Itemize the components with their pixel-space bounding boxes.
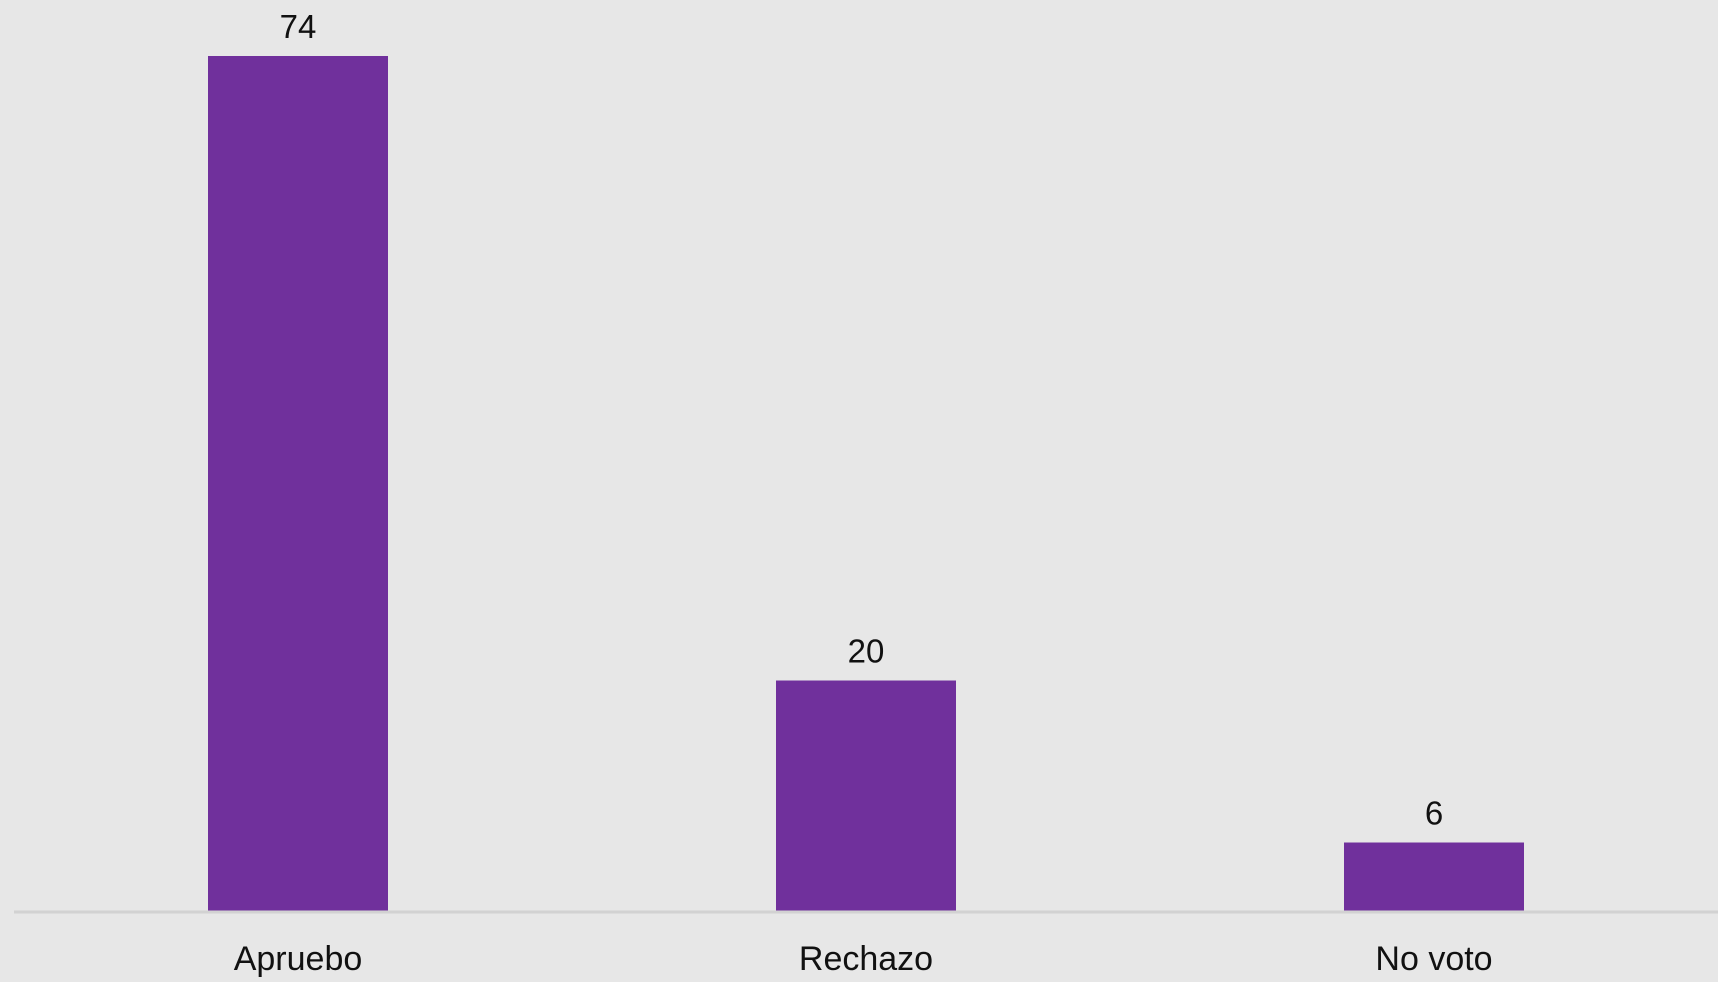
bars-layer <box>208 56 1524 912</box>
category-label-no-voto: No voto <box>1375 940 1492 978</box>
category-label-rechazo: Rechazo <box>799 940 933 978</box>
value-labels-layer: 74 20 6 <box>280 8 1444 832</box>
bar-apruebo <box>208 56 388 912</box>
value-label-no-voto: 6 <box>1425 795 1443 832</box>
bar-no-voto <box>1344 842 1524 912</box>
category-labels-layer: Apruebo Rechazo No voto <box>234 940 1493 978</box>
bar-rechazo <box>776 680 956 912</box>
value-label-apruebo: 74 <box>280 8 317 45</box>
category-label-apruebo: Apruebo <box>234 940 363 978</box>
value-label-rechazo: 20 <box>848 633 885 670</box>
